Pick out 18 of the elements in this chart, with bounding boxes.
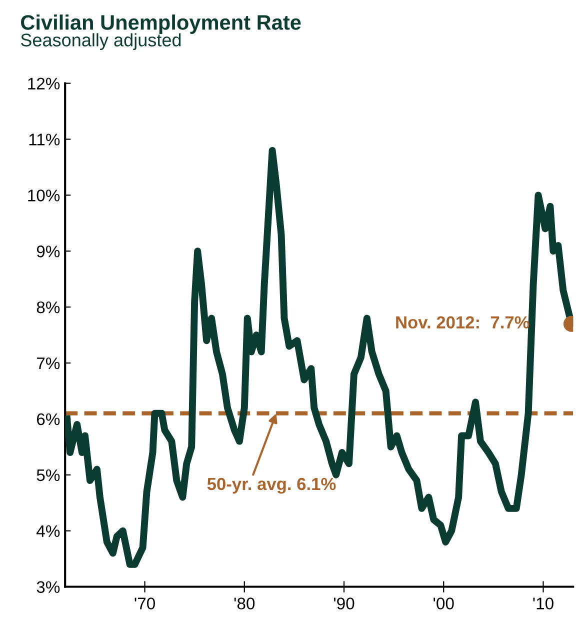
x-tick-label: '70 bbox=[134, 598, 155, 610]
y-tick-label: 3% bbox=[36, 581, 60, 593]
y-tick-label: 12% bbox=[28, 78, 60, 90]
y-tick-label: 11% bbox=[29, 134, 60, 146]
y-tick-label: 10% bbox=[28, 190, 60, 202]
y-tick-label: 9% bbox=[36, 246, 60, 258]
y-tick-label: 5% bbox=[36, 469, 60, 482]
chart-subtitle: Seasonally adjusted bbox=[20, 33, 181, 50]
y-tick-label: 6% bbox=[36, 413, 60, 426]
x-tick-label: '00 bbox=[434, 598, 454, 610]
x-tick-label: '80 bbox=[234, 598, 255, 610]
x-tick-label: '10 bbox=[533, 598, 554, 610]
annotation: 50-yr. avg. 6.1% bbox=[207, 478, 336, 494]
y-tick-label: 8% bbox=[36, 301, 60, 314]
x-tick-label: '90 bbox=[334, 598, 354, 610]
y-tick-label: 7% bbox=[36, 357, 60, 370]
y-tick-label: 4% bbox=[36, 525, 60, 537]
chart-title: Civilian Unemployment Rate bbox=[21, 14, 301, 34]
